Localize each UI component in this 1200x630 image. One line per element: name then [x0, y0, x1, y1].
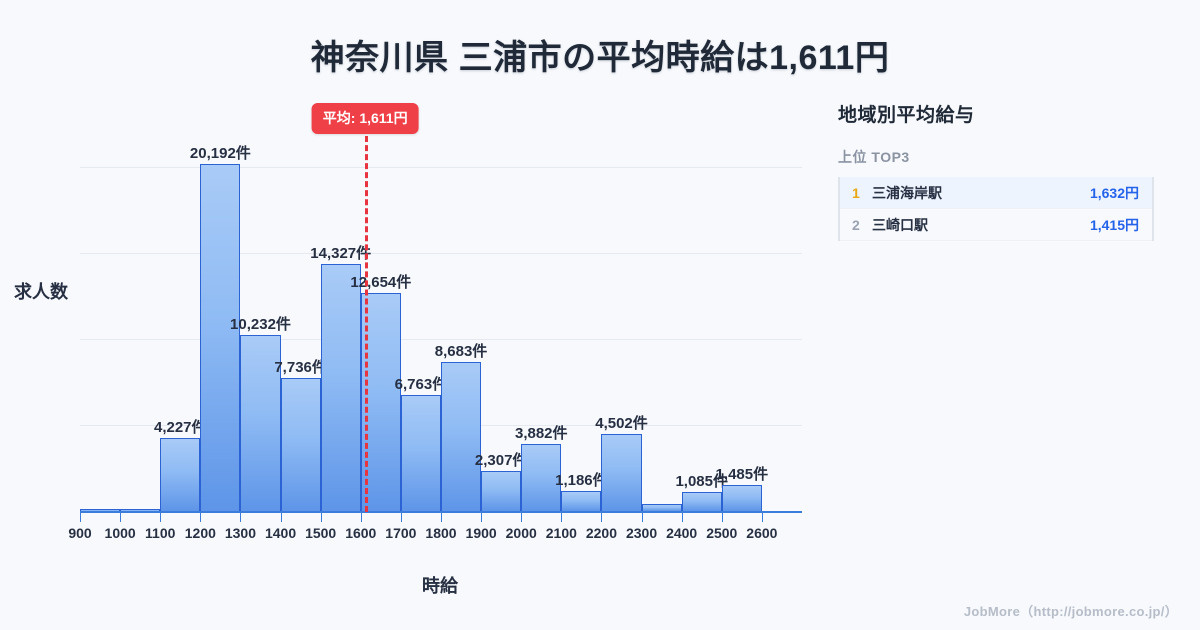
x-axis-tick — [240, 513, 242, 522]
x-axis-tick-label: 2000 — [505, 525, 537, 541]
x-axis-tick-label: 1400 — [264, 525, 297, 541]
bar-value-label: 2,307件 — [474, 452, 528, 470]
bar[interactable] — [441, 361, 482, 511]
sidebar: 地域別平均給与 上位 TOP3 1 三浦海岸駅 1,632円 2 三崎口駅 1,415円 — [838, 100, 1178, 241]
x-axis-tick — [721, 513, 723, 522]
rank-number: 2 — [852, 216, 860, 233]
bar[interactable] — [280, 377, 321, 511]
x-axis-tick-label: 1600 — [345, 525, 377, 541]
x-axis-line — [80, 511, 802, 513]
bar[interactable] — [160, 438, 201, 511]
x-axis-tick-label: 1100 — [145, 525, 176, 541]
gridline — [80, 252, 802, 254]
bar-value-label: 10,232件 — [230, 315, 291, 333]
x-axis-tick-label: 1700 — [385, 525, 417, 541]
x-axis-tick — [441, 513, 442, 522]
bar[interactable] — [561, 490, 602, 511]
bar-value-label: 1,085件 — [675, 473, 728, 491]
x-axis-tick — [601, 513, 603, 522]
x-axis-tick — [681, 513, 683, 522]
x-axis-title: 時給 — [422, 576, 458, 596]
x-axis-tick — [400, 513, 402, 522]
bar[interactable] — [721, 485, 762, 511]
bar-value-label: 1,186件 — [555, 471, 608, 489]
rank-station-name: 三浦海岸駅 — [872, 184, 942, 201]
bar-value-label: 20,192件 — [189, 144, 251, 162]
bar[interactable] — [601, 433, 642, 511]
bar[interactable] — [521, 444, 562, 511]
bar-value-label: 7,736件 — [274, 358, 327, 376]
x-axis-tick-label: 1200 — [184, 525, 216, 541]
x-axis-tick-label: 1000 — [104, 525, 136, 541]
bar-value-label: 12,654件 — [350, 274, 412, 292]
bar-value-label: 4,227件 — [153, 419, 207, 437]
x-axis-tick — [200, 513, 202, 522]
y-axis-title: 求人数 — [14, 282, 68, 302]
rank-row[interactable]: 1 三浦海岸駅 1,632円 — [840, 177, 1152, 209]
x-axis-tick — [280, 513, 282, 522]
x-axis-tick — [360, 513, 362, 522]
x-axis-tick — [481, 513, 483, 522]
x-axis-tick — [761, 513, 763, 522]
bar-value-label: 8,683件 — [434, 342, 488, 360]
bar[interactable] — [400, 394, 441, 511]
histogram-chart: 求人数 時給 4,227件 20,192件 10,232件 7,736件 14,327件… — [14, 103, 802, 596]
x-axis-tick-label: 1900 — [465, 525, 497, 541]
gridline — [80, 166, 802, 168]
rank-station-name: 三崎口駅 — [872, 216, 928, 233]
rank-number: 1 — [852, 184, 860, 201]
x-axis-tick — [521, 513, 523, 522]
bar-value-label: 14,327件 — [310, 245, 372, 263]
x-axis-tick — [120, 513, 122, 522]
rank-row[interactable]: 2 三崎口駅 1,415円 — [840, 209, 1152, 241]
footer-credit: JobMore（http://jobmore.co.jp/） — [963, 604, 1178, 619]
x-axis-tick-label: 1300 — [224, 525, 257, 541]
page-title: 神奈川県 三浦市の平均時給は1,611円 — [310, 39, 890, 77]
x-axis-tick-label: 2300 — [625, 525, 658, 541]
x-axis-tick-label: 2500 — [706, 525, 738, 541]
bar[interactable] — [240, 334, 281, 511]
bar[interactable] — [120, 509, 161, 511]
rank-list: 1 三浦海岸駅 1,632円 2 三崎口駅 1,415円 — [838, 177, 1154, 241]
x-axis-tick-label: 900 — [68, 525, 92, 541]
x-axis-tick — [320, 513, 322, 522]
x-axis-tick — [80, 513, 81, 522]
rank-wage-value: 1,632円 — [1089, 184, 1139, 201]
bar-value-label: 6,763件 — [394, 375, 448, 393]
gridline — [80, 338, 802, 340]
bar[interactable] — [200, 163, 241, 511]
bar-value-label: 1,485件 — [715, 466, 769, 484]
x-axis-tick-label: 1800 — [425, 525, 457, 541]
x-axis-tick-label: 2600 — [746, 525, 778, 541]
bar[interactable] — [681, 492, 722, 511]
x-axis-tick — [561, 513, 563, 522]
x-axis-tick — [160, 513, 162, 522]
sidebar-subtitle: 上位 TOP3 — [838, 149, 910, 165]
rank-wage-value: 1,415円 — [1089, 216, 1139, 233]
bar[interactable] — [481, 471, 522, 511]
x-axis-tick-label: 2200 — [585, 525, 618, 541]
bar[interactable] — [80, 509, 121, 511]
x-axis-tick-label: 2400 — [666, 525, 698, 541]
bar-value-label: 4,502件 — [595, 414, 648, 432]
bar[interactable] — [641, 503, 682, 511]
sidebar-title: 地域別平均給与 — [838, 105, 975, 126]
bar-value-label: 3,882件 — [514, 425, 568, 443]
bar[interactable] — [320, 264, 361, 511]
x-axis-tick — [641, 513, 643, 522]
average-badge: 平均: 1,611円 — [311, 103, 419, 134]
x-axis-tick-label: 1500 — [305, 525, 337, 541]
x-axis-tick-label: 2100 — [545, 525, 577, 541]
average-line — [365, 118, 369, 512]
